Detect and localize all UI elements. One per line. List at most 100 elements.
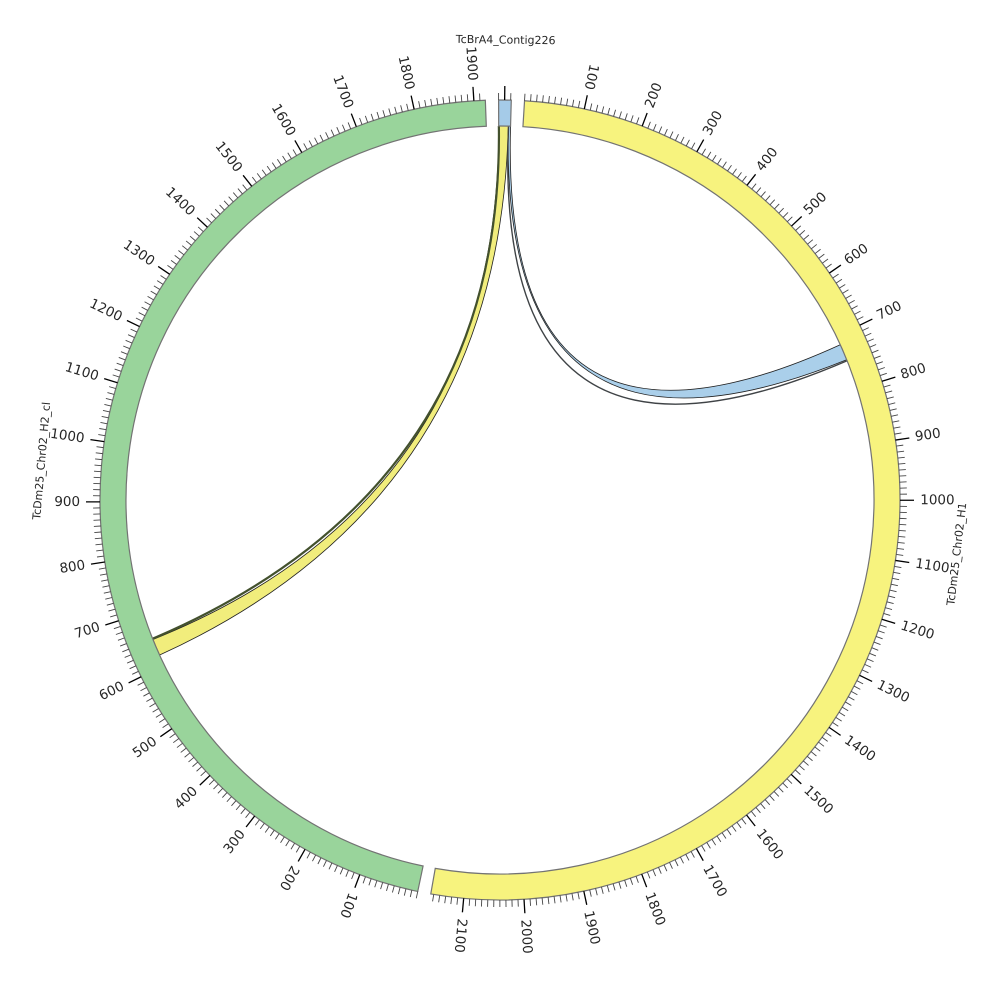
major-tick [294, 140, 303, 153]
minor-tick [630, 115, 634, 123]
minor-tick [560, 97, 563, 105]
minor-tick [409, 890, 413, 898]
minor-tick [664, 128, 668, 136]
minor-tick [442, 96, 445, 105]
minor-tick [885, 390, 893, 394]
minor-tick [94, 464, 102, 467]
minor-tick [271, 162, 277, 169]
minor-tick [245, 811, 251, 818]
major-tick [103, 378, 118, 384]
tick-label-TcDm25_Chr02_H1-100: 100 [581, 63, 602, 92]
minor-tick [192, 761, 199, 767]
tick-label-TcDm25_Chr02_H2_cl-400: 400 [171, 783, 201, 812]
tick-label-TcDm25_Chr02_H1-1900: 1900 [580, 909, 603, 946]
minor-tick [589, 889, 592, 897]
major-tick [859, 318, 873, 326]
minor-tick [347, 122, 352, 130]
tick-label-TcDm25_Chr02_H1-1100: 1100 [914, 556, 950, 577]
minor-tick [370, 113, 374, 121]
minor-tick [323, 860, 327, 867]
minor-tick [541, 897, 544, 905]
minor-tick [647, 121, 651, 129]
major-tick [90, 438, 105, 443]
major-tick [199, 774, 211, 786]
sector-label-TcBrA4_Contig226: TcBrA4_Contig226 [455, 33, 556, 47]
minor-tick [251, 176, 257, 183]
minor-tick [879, 624, 887, 628]
minor-tick [764, 799, 771, 806]
minor-tick [897, 456, 905, 459]
minor-tick [93, 470, 102, 473]
minor-tick [178, 250, 185, 256]
minor-tick [618, 881, 622, 889]
minor-tick [554, 96, 556, 104]
minor-tick [99, 428, 107, 431]
tick-label-TcDm25_Chr02_H2_cl-900: 900 [54, 494, 80, 510]
major-tick [242, 174, 253, 187]
tick-label-TcDm25_Chr02_H2_cl-100: 100 [336, 890, 360, 920]
minor-tick [132, 670, 139, 675]
minor-tick [107, 392, 115, 395]
minor-tick [108, 386, 116, 390]
minor-tick [137, 681, 145, 686]
minor-tick [814, 248, 821, 254]
minor-tick [717, 158, 722, 165]
minor-tick [223, 200, 230, 207]
minor-tick [317, 857, 322, 865]
minor-tick [572, 99, 575, 107]
minor-tick [892, 577, 900, 581]
minor-tick [438, 895, 441, 903]
major-tick [126, 319, 140, 328]
minor-tick [810, 751, 817, 757]
minor-tick [110, 614, 118, 618]
minor-tick [330, 129, 335, 137]
minor-tick [274, 833, 280, 840]
minor-tick [170, 259, 177, 265]
minor-tick [430, 98, 433, 106]
minor-tick [889, 589, 897, 593]
minor-tick [760, 803, 766, 810]
major-tick [695, 848, 704, 862]
minor-tick [530, 94, 532, 102]
minor-tick [336, 126, 340, 134]
minor-tick [802, 760, 809, 766]
tick-label-TcDm25_Chr02_H1-1600: 1600 [753, 826, 787, 863]
minor-tick [658, 126, 663, 134]
minor-tick [147, 296, 154, 301]
minor-tick [155, 713, 163, 718]
minor-tick [100, 422, 108, 425]
minor-tick [691, 142, 696, 150]
minor-tick [566, 98, 569, 106]
minor-tick [351, 872, 355, 880]
minor-tick [835, 716, 842, 722]
minor-tick [180, 747, 187, 753]
minor-tick [418, 101, 421, 109]
minor-tick [886, 396, 894, 400]
minor-tick [295, 846, 301, 853]
minor-tick [174, 255, 181, 260]
minor-tick [795, 225, 802, 231]
minor-tick [818, 741, 825, 747]
minor-tick [176, 742, 183, 748]
minor-tick [197, 226, 204, 233]
minor-tick [674, 859, 679, 867]
minor-tick [571, 893, 574, 901]
minor-tick [105, 597, 113, 600]
minor-tick [778, 786, 784, 793]
minor-tick [765, 195, 771, 202]
minor-tick [226, 796, 232, 803]
minor-tick [374, 880, 378, 888]
minor-tick [726, 829, 732, 836]
tick-label-TcDm25_Chr02_H1-800: 800 [899, 360, 928, 383]
minor-tick [214, 208, 221, 215]
minor-tick [612, 883, 616, 891]
minor-tick [652, 123, 657, 131]
minor-tick [736, 172, 742, 179]
minor-tick [308, 140, 313, 147]
tick-label-TcDm25_Chr02_H2_cl-1700: 1700 [329, 73, 356, 111]
minor-tick [460, 94, 463, 102]
major-tick [696, 139, 705, 153]
tick-label-TcDm25_Chr02_H2_cl-1400: 1400 [162, 184, 198, 219]
minor-tick [200, 770, 207, 777]
